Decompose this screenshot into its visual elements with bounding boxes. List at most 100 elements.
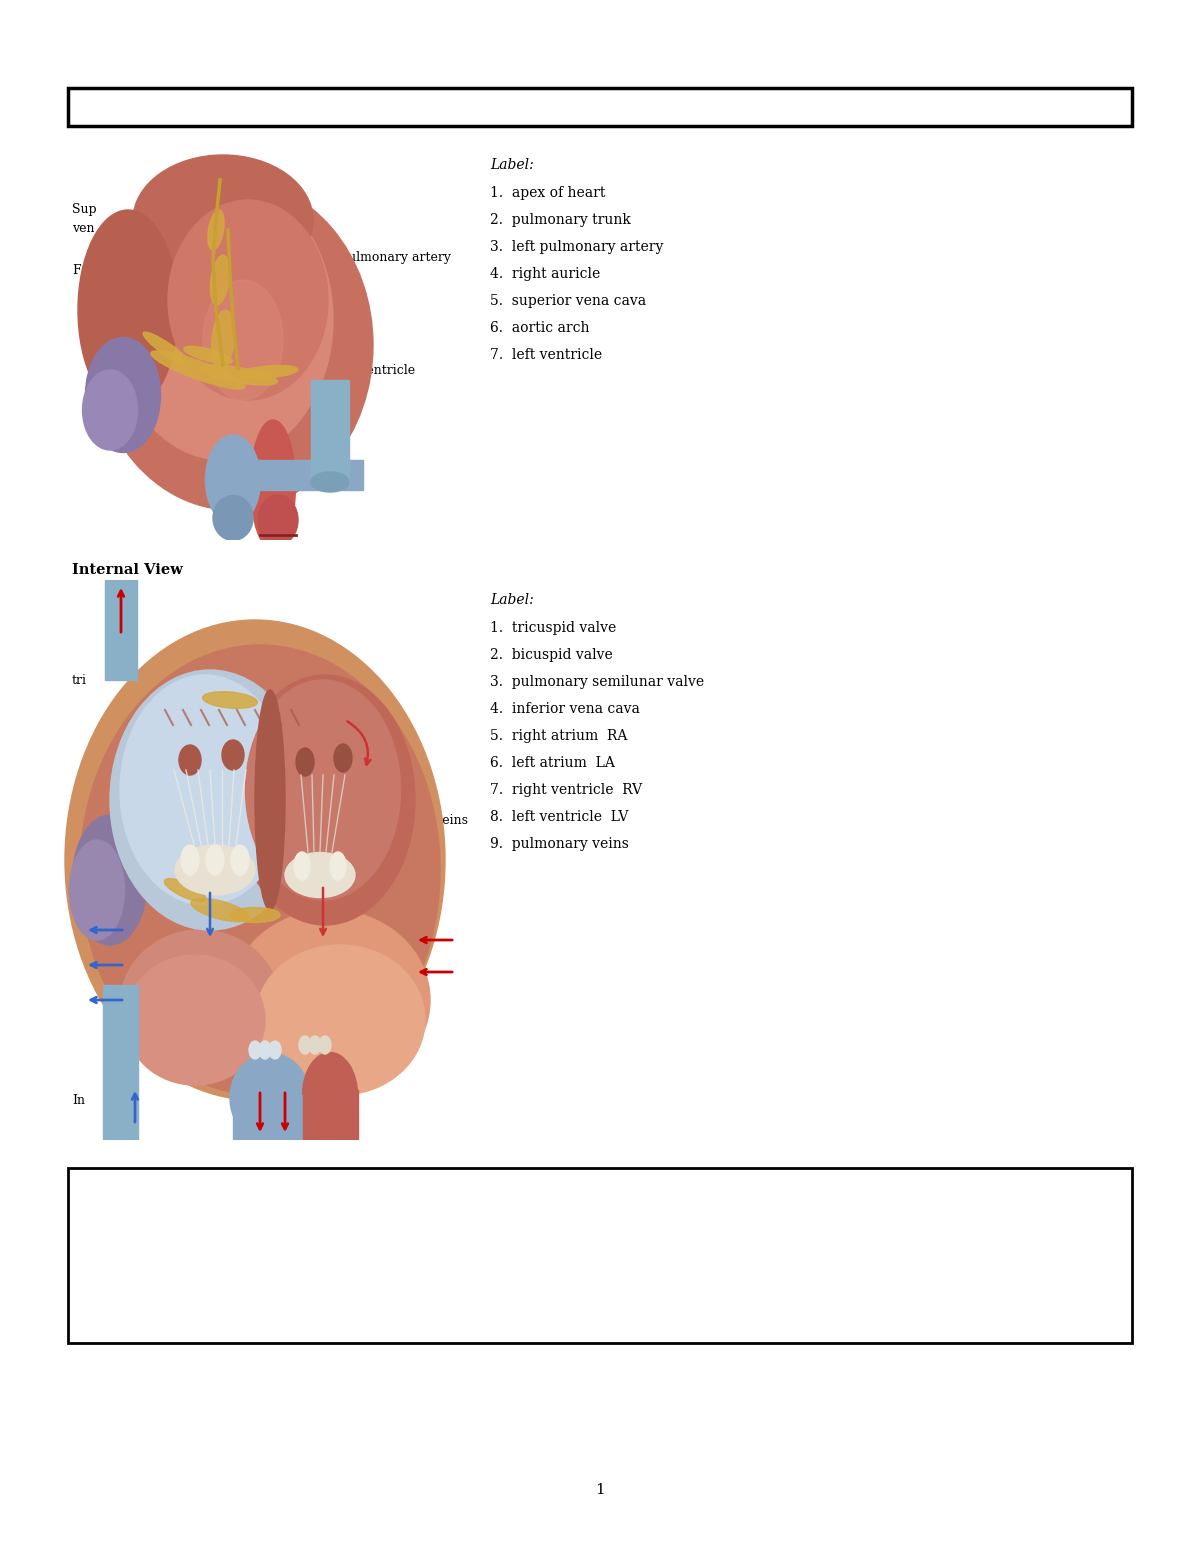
Ellipse shape (310, 1036, 322, 1054)
Ellipse shape (269, 1041, 281, 1059)
Ellipse shape (235, 676, 415, 926)
Text: tri: tri (72, 674, 88, 686)
Text: In: In (72, 1093, 85, 1106)
Bar (233, 1095, 308, 1140)
Ellipse shape (120, 676, 290, 905)
Text: F: F (72, 264, 80, 276)
Ellipse shape (205, 435, 260, 525)
Ellipse shape (230, 845, 250, 874)
Ellipse shape (311, 472, 349, 492)
Ellipse shape (85, 337, 161, 452)
Ellipse shape (181, 845, 199, 874)
Ellipse shape (184, 346, 232, 363)
Text: Left ventricle: Left ventricle (330, 363, 415, 376)
Ellipse shape (302, 1053, 358, 1137)
Ellipse shape (334, 744, 352, 772)
Ellipse shape (319, 1036, 331, 1054)
Text: 7.  right ventricle  RV: 7. right ventricle RV (490, 783, 642, 797)
Ellipse shape (143, 332, 193, 368)
Text: 1.  tricuspid valve: 1. tricuspid valve (490, 621, 617, 635)
Text: Take a minute to verbally trace the path of blood flow through the heart and thr: Take a minute to verbally trace the path… (82, 1190, 868, 1221)
Text: 5.  right atrium  RA: 5. right atrium RA (490, 728, 628, 742)
Ellipse shape (72, 815, 148, 944)
Text: :pid: :pid (355, 893, 379, 907)
Ellipse shape (214, 495, 253, 540)
Text: pulmonary artery: pulmonary artery (340, 252, 451, 264)
Ellipse shape (294, 853, 310, 881)
Text: 9.  pulmonary veins: 9. pulmonary veins (490, 837, 629, 851)
Text: 4.  right auricle: 4. right auricle (490, 267, 600, 281)
Ellipse shape (113, 180, 334, 460)
Bar (68, 1168, 1132, 1343)
Ellipse shape (125, 955, 265, 1086)
Text: 7.  left ventricle: 7. left ventricle (490, 348, 602, 362)
Ellipse shape (120, 930, 280, 1079)
Text: Label:: Label: (490, 158, 534, 172)
Ellipse shape (70, 840, 125, 940)
Text: 4.  inferior vena cava: 4. inferior vena cava (490, 702, 640, 716)
Text: bicuspid (mitral) → LV → aortic valve → aorta → systemic circulation → inferior : bicuspid (mitral) → LV → aortic valve → … (82, 1298, 942, 1312)
Text: 6.  aortic arch: 6. aortic arch (490, 321, 589, 335)
Ellipse shape (203, 280, 283, 401)
Bar (242, 460, 364, 491)
Text: I. THE HEART: examination of models and figures: I. THE HEART: examination of models and … (82, 99, 511, 113)
Text: 5.  superior vena cava: 5. superior vena cava (490, 294, 646, 307)
Bar (311, 380, 349, 485)
Ellipse shape (208, 210, 224, 250)
Ellipse shape (259, 1041, 271, 1059)
Text: 3.  left pulmonary artery: 3. left pulmonary artery (490, 241, 664, 255)
Ellipse shape (246, 680, 401, 901)
Ellipse shape (258, 495, 298, 545)
Text: ven: ven (72, 222, 95, 235)
Ellipse shape (256, 690, 286, 910)
Ellipse shape (230, 1053, 310, 1143)
Ellipse shape (191, 898, 250, 921)
Ellipse shape (299, 1036, 311, 1054)
Text: 6.  left atrium  LA: 6. left atrium LA (490, 756, 614, 770)
Ellipse shape (296, 749, 314, 776)
Text: nilunar: nilunar (374, 863, 420, 876)
Ellipse shape (230, 910, 430, 1090)
Ellipse shape (230, 907, 280, 922)
Ellipse shape (256, 944, 425, 1095)
Ellipse shape (238, 365, 298, 379)
Text: 8.  left ventricle  LV: 8. left ventricle LV (490, 811, 629, 825)
Ellipse shape (286, 853, 355, 898)
Text: Sup: Sup (72, 203, 97, 216)
Ellipse shape (168, 200, 328, 401)
Text: Internal View: Internal View (72, 564, 182, 578)
Ellipse shape (94, 180, 373, 509)
Ellipse shape (179, 745, 202, 775)
Ellipse shape (164, 879, 205, 901)
Ellipse shape (83, 370, 138, 450)
Ellipse shape (151, 351, 245, 390)
Ellipse shape (198, 365, 277, 385)
Ellipse shape (80, 644, 440, 1095)
Ellipse shape (251, 419, 295, 550)
Text: Pulm. veins: Pulm. veins (395, 814, 468, 826)
Ellipse shape (203, 691, 258, 708)
Ellipse shape (110, 669, 310, 930)
Bar (68, 89, 1132, 126)
Text: 3.  pulmonary semilunar valve: 3. pulmonary semilunar valve (490, 676, 704, 690)
Ellipse shape (175, 845, 256, 895)
Text: Label:: Label: (490, 593, 534, 607)
Ellipse shape (133, 155, 313, 286)
Bar (103, 985, 138, 1140)
Bar (302, 1090, 358, 1140)
Ellipse shape (211, 311, 234, 370)
Text: 1: 1 (595, 1483, 605, 1497)
Ellipse shape (222, 739, 244, 770)
Ellipse shape (206, 845, 224, 874)
Bar (106, 579, 137, 680)
Ellipse shape (330, 853, 346, 881)
Text: 2.  pulmonary trunk: 2. pulmonary trunk (490, 213, 631, 227)
Text: 1.  apex of heart: 1. apex of heart (490, 186, 605, 200)
Ellipse shape (78, 210, 178, 410)
Ellipse shape (210, 255, 229, 304)
Text: rv trunk: rv trunk (314, 289, 367, 303)
Ellipse shape (65, 620, 445, 1100)
Ellipse shape (250, 1041, 262, 1059)
Text: RA→ tricuspid→ RV → pulm semilunar valve→ pulm trunk/arteries → pulm circulation: RA→ tricuspid→ RV → pulm semilunar valve… (82, 1263, 947, 1277)
Text: apex: apex (295, 460, 322, 471)
